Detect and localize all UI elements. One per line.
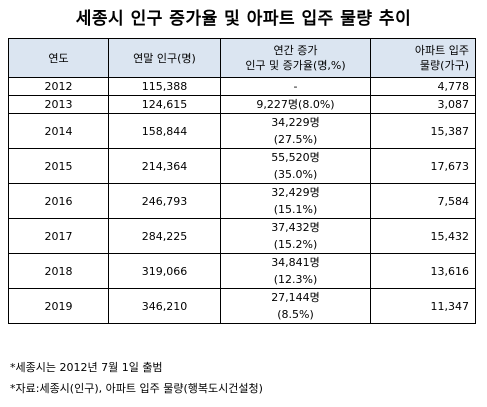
cell-increase: 34,229명 (27.5%) [220, 113, 371, 149]
increase-count: 37,432명 [271, 221, 320, 234]
cell-apartments: 11,347 [370, 288, 476, 324]
cell-population: 246,793 [108, 183, 221, 219]
cell-increase: 27,144명 (8.5%) [220, 288, 371, 324]
increase-count: 55,520명 [271, 151, 320, 164]
cell-population: 214,364 [108, 148, 221, 184]
cell-increase: 9,227명(8.0%) [220, 95, 371, 114]
cell-apartments: 15,432 [370, 218, 476, 254]
table-row: 2015 214,364 55,520명 (35.0%) 17,673 [8, 148, 476, 184]
table-row: 2018 319,066 34,841명 (12.3%) 13,616 [8, 253, 476, 289]
header-year-label: 연도 [48, 51, 69, 65]
increase-count: 34,841명 [271, 256, 320, 269]
cell-year: 2015 [8, 148, 109, 184]
page-title: 세종시 인구 증가율 및 아파트 입주 물량 추이 [75, 9, 412, 29]
table-row: 2014 158,844 34,229명 (27.5%) 15,387 [8, 113, 476, 149]
header-apartments-line2: 물량(가구) [419, 59, 469, 72]
cell-population: 124,615 [108, 95, 221, 114]
increase-rate: (15.1%) [273, 203, 318, 216]
increase-rate: (27.5%) [273, 133, 318, 146]
cell-year: 2013 [8, 95, 109, 114]
cell-apartments: 7,584 [370, 183, 476, 219]
cell-apartments: 4,778 [370, 77, 476, 96]
cell-increase: - [220, 77, 371, 96]
footnote-source: *자료:세종시(인구), 아파트 입주 물량(행복도시건설청) [10, 382, 263, 395]
header-apartments-line1: 아파트 입주 [414, 44, 469, 57]
cell-year: 2017 [8, 218, 109, 254]
cell-population: 115,388 [108, 77, 221, 96]
increase-rate: (35.0%) [273, 168, 318, 181]
increase-rate: (12.3%) [273, 273, 318, 286]
increase-count: 27,144명 [271, 291, 320, 304]
table-row: 2016 246,793 32,429명 (15.1%) 7,584 [8, 183, 476, 219]
increase-rate: (8.5%) [277, 308, 314, 321]
header-increase: 연간 증가 인구 및 증가율(명,%) [220, 38, 371, 78]
footnotes: *세종시는 2012년 7월 1일 출범 *자료:세종시(인구), 아파트 입주… [10, 357, 263, 399]
header-increase-line1: 연간 증가 [273, 44, 318, 57]
header-row: 연도 연말 인구(명) 연간 증가 인구 및 증가율(명,%) 아파트 입주 물… [8, 38, 476, 78]
population-table: 연도 연말 인구(명) 연간 증가 인구 및 증가율(명,%) 아파트 입주 물… [8, 38, 476, 324]
cell-year: 2019 [8, 288, 109, 324]
cell-apartments: 13,616 [370, 253, 476, 289]
header-year: 연도 [8, 38, 109, 78]
cell-increase: 34,841명 (12.3%) [220, 253, 371, 289]
footnote-launch: *세종시는 2012년 7월 1일 출범 [10, 361, 163, 374]
increase-rate: (15.2%) [273, 238, 318, 251]
cell-year: 2012 [8, 77, 109, 96]
header-population: 연말 인구(명) [108, 38, 221, 78]
cell-population: 319,066 [108, 253, 221, 289]
table-row: 2019 346,210 27,144명 (8.5%) 11,347 [8, 288, 476, 324]
cell-population: 284,225 [108, 218, 221, 254]
cell-apartments: 17,673 [370, 148, 476, 184]
header-population-label: 연말 인구(명) [133, 51, 196, 65]
table-row: 2017 284,225 37,432명 (15.2%) 15,432 [8, 218, 476, 254]
increase-count: 34,229명 [271, 116, 320, 129]
increase-count: 32,429명 [271, 186, 320, 199]
table-row: 2012 115,388 - 4,778 [8, 77, 476, 96]
header-increase-line2: 인구 및 증가율(명,%) [245, 59, 346, 72]
cell-apartments: 3,087 [370, 95, 476, 114]
cell-increase: 55,520명 (35.0%) [220, 148, 371, 184]
cell-year: 2016 [8, 183, 109, 219]
table-row: 2013 124,615 9,227명(8.0%) 3,087 [8, 95, 476, 114]
cell-population: 346,210 [108, 288, 221, 324]
cell-year: 2018 [8, 253, 109, 289]
cell-apartments: 15,387 [370, 113, 476, 149]
cell-year: 2014 [8, 113, 109, 149]
header-apartments: 아파트 입주 물량(가구) [370, 38, 476, 78]
cell-population: 158,844 [108, 113, 221, 149]
cell-increase: 37,432명 (15.2%) [220, 218, 371, 254]
cell-increase: 32,429명 (15.1%) [220, 183, 371, 219]
